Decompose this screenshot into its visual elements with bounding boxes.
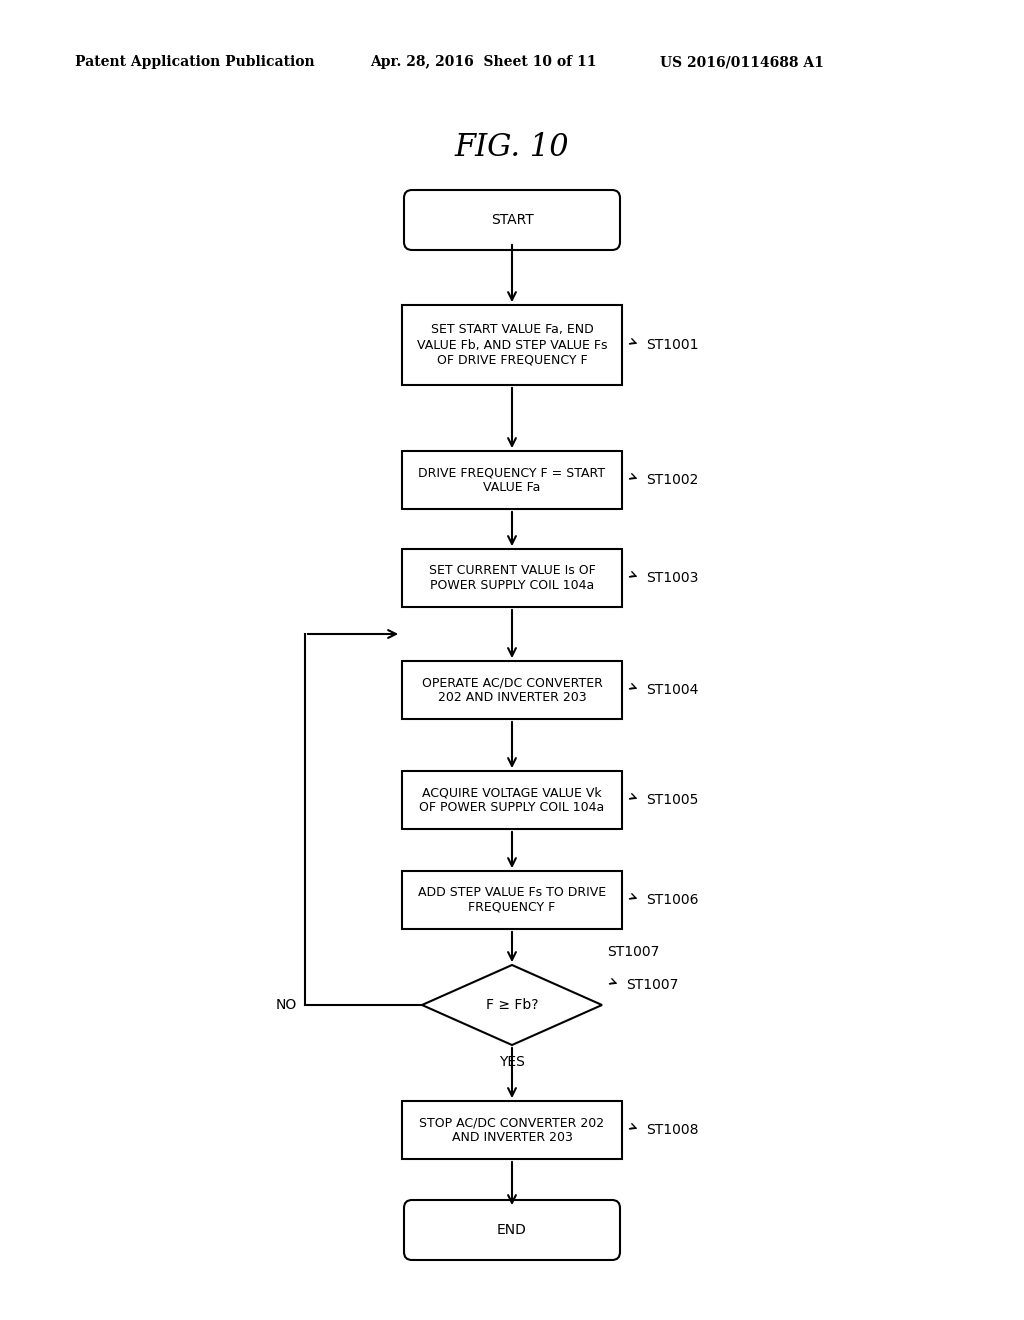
Text: US 2016/0114688 A1: US 2016/0114688 A1 [660, 55, 824, 69]
Text: ST1005: ST1005 [646, 793, 698, 807]
Bar [402, 1101, 622, 1159]
Bar [402, 661, 622, 719]
Text: FIG. 10: FIG. 10 [455, 132, 569, 164]
Text: Apr. 28, 2016  Sheet 10 of 11: Apr. 28, 2016 Sheet 10 of 11 [370, 55, 597, 69]
Text: Patent Application Publication: Patent Application Publication [75, 55, 314, 69]
Text: F ≥ Fb?: F ≥ Fb? [485, 998, 539, 1012]
Text: ST1007: ST1007 [626, 978, 678, 993]
FancyBboxPatch shape [404, 1200, 620, 1261]
Bar [402, 451, 622, 510]
Bar [402, 871, 622, 929]
FancyBboxPatch shape [404, 190, 620, 249]
Text: ST1006: ST1006 [646, 894, 698, 907]
Text: DRIVE FREQUENCY F = START
VALUE Fa: DRIVE FREQUENCY F = START VALUE Fa [419, 466, 605, 494]
Text: SET START VALUE Fa, END
VALUE Fb, AND STEP VALUE Fs
OF DRIVE FREQUENCY F: SET START VALUE Fa, END VALUE Fb, AND ST… [417, 323, 607, 367]
Text: YES: YES [499, 1055, 525, 1069]
Text: ST1004: ST1004 [646, 682, 698, 697]
Text: ACQUIRE VOLTAGE VALUE Vk
OF POWER SUPPLY COIL 104a: ACQUIRE VOLTAGE VALUE Vk OF POWER SUPPLY… [420, 785, 604, 814]
Text: ADD STEP VALUE Fs TO DRIVE
FREQUENCY F: ADD STEP VALUE Fs TO DRIVE FREQUENCY F [418, 886, 606, 913]
Text: ST1003: ST1003 [646, 572, 698, 585]
Bar [402, 549, 622, 607]
Polygon shape [422, 965, 602, 1045]
Text: ST1007: ST1007 [607, 945, 659, 960]
Text: ST1001: ST1001 [646, 338, 698, 352]
Text: NO: NO [275, 998, 297, 1012]
Text: SET CURRENT VALUE Is OF
POWER SUPPLY COIL 104a: SET CURRENT VALUE Is OF POWER SUPPLY COI… [429, 564, 595, 591]
Text: END: END [497, 1224, 527, 1237]
Text: OPERATE AC/DC CONVERTER
202 AND INVERTER 203: OPERATE AC/DC CONVERTER 202 AND INVERTER… [422, 676, 602, 704]
Text: STOP AC/DC CONVERTER 202
AND INVERTER 203: STOP AC/DC CONVERTER 202 AND INVERTER 20… [420, 1115, 604, 1144]
Text: ST1008: ST1008 [646, 1123, 698, 1137]
Text: ST1002: ST1002 [646, 473, 698, 487]
Bar [402, 771, 622, 829]
Bar [402, 305, 622, 385]
Text: START: START [490, 213, 534, 227]
